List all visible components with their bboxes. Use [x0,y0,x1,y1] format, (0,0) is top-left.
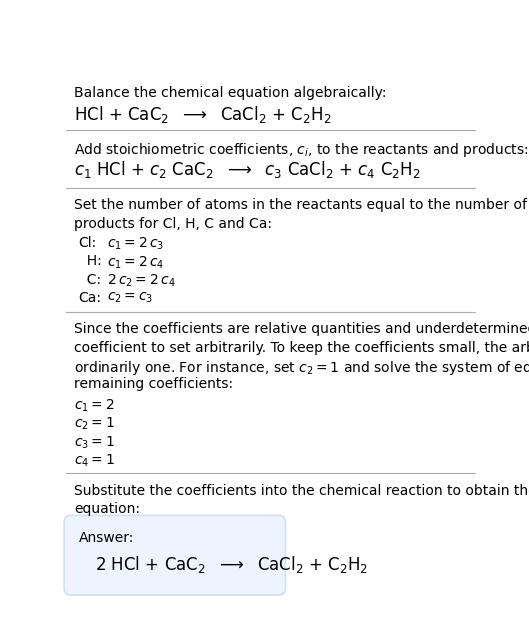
Text: Answer:: Answer: [78,531,134,545]
Text: $c_1 = 2\,c_4$: $c_1 = 2\,c_4$ [107,255,165,271]
Text: $c_3 = 1$: $c_3 = 1$ [74,435,115,451]
Text: ordinarily one. For instance, set $c_2 = 1$ and solve the system of equations fo: ordinarily one. For instance, set $c_2 =… [74,359,529,377]
Text: Since the coefficients are relative quantities and underdetermined, choose a: Since the coefficients are relative quan… [74,322,529,337]
Text: H:: H: [78,255,102,268]
Text: Balance the chemical equation algebraically:: Balance the chemical equation algebraica… [74,86,387,100]
Text: C:: C: [78,273,102,287]
Text: $c_2 = 1$: $c_2 = 1$ [74,416,115,433]
Text: 2 HCl + CaC$_2$  $\longrightarrow$  CaCl$_2$ + C$_2$H$_2$: 2 HCl + CaC$_2$ $\longrightarrow$ CaCl$_… [95,554,368,575]
Text: equation:: equation: [74,502,140,517]
Text: coefficient to set arbitrarily. To keep the coefficients small, the arbitrary va: coefficient to set arbitrarily. To keep … [74,341,529,355]
Text: $c_1 = 2$: $c_1 = 2$ [74,398,115,414]
Text: $2\,c_2 = 2\,c_4$: $2\,c_2 = 2\,c_4$ [107,273,176,289]
Text: $c_1 = 2\,c_3$: $c_1 = 2\,c_3$ [107,236,165,253]
Text: Ca:: Ca: [78,291,102,305]
Text: $c_4 = 1$: $c_4 = 1$ [74,453,115,469]
Text: HCl + CaC$_2$  $\longrightarrow$  CaCl$_2$ + C$_2$H$_2$: HCl + CaC$_2$ $\longrightarrow$ CaCl$_2$… [74,104,332,125]
Text: Substitute the coefficients into the chemical reaction to obtain the balanced: Substitute the coefficients into the che… [74,484,529,498]
Text: products for Cl, H, C and Ca:: products for Cl, H, C and Ca: [74,217,272,231]
Text: remaining coefficients:: remaining coefficients: [74,377,233,391]
Text: $c_2 = c_3$: $c_2 = c_3$ [107,291,153,305]
Text: Set the number of atoms in the reactants equal to the number of atoms in the: Set the number of atoms in the reactants… [74,198,529,213]
Text: Cl:: Cl: [78,236,97,250]
FancyBboxPatch shape [64,515,286,595]
Text: $c_1$ HCl + $c_2$ CaC$_2$  $\longrightarrow$  $c_3$ CaCl$_2$ + $c_4$ C$_2$H$_2$: $c_1$ HCl + $c_2$ CaC$_2$ $\longrightarr… [74,159,421,180]
Text: Add stoichiometric coefficients, $c_i$, to the reactants and products:: Add stoichiometric coefficients, $c_i$, … [74,140,529,159]
